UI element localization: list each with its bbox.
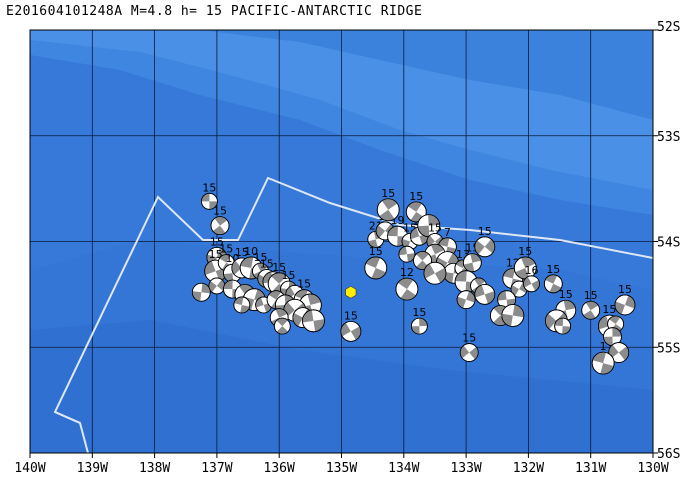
mechanism-depth-label: 15 xyxy=(209,248,223,261)
focal-mechanism[interactable]: 15 xyxy=(474,225,496,258)
x-tick-label: 140W xyxy=(14,461,45,476)
focal-mechanism[interactable] xyxy=(554,317,572,335)
x-tick-label: 133W xyxy=(450,461,481,476)
focal-mechanism[interactable] xyxy=(208,277,226,295)
focal-mechanism[interactable] xyxy=(417,214,441,238)
mechanism-depth-label: 12 xyxy=(400,266,414,279)
focal-mechanism[interactable] xyxy=(456,290,476,310)
plate-boundary-main xyxy=(53,176,653,424)
mechanism-depth-label: 16 xyxy=(525,264,539,277)
focal-mechanism[interactable] xyxy=(273,317,291,335)
x-tick-label: 139W xyxy=(77,461,108,476)
mechanism-depth-label: 15 xyxy=(297,278,311,291)
focal-mechanism[interactable]: 15 xyxy=(376,187,400,222)
x-tick-label: 137W xyxy=(201,461,232,476)
focal-mechanism[interactable] xyxy=(423,261,447,285)
x-tick-label: 131W xyxy=(575,461,606,476)
mechanism-depth-label: 15 xyxy=(428,222,442,235)
x-tick-label: 138W xyxy=(139,461,170,476)
mechanism-depth-label: 15 xyxy=(546,263,560,276)
mechanism-depth-label: 15 xyxy=(478,225,492,238)
event-marker[interactable] xyxy=(345,285,357,299)
mechanism-depth-label: 15 xyxy=(202,181,216,194)
focal-mechanism[interactable]: 15 xyxy=(459,332,479,362)
focal-mechanism[interactable] xyxy=(603,327,622,347)
map-title: E201604101248A M=4.8 h= 15 PACIFIC-ANTAR… xyxy=(6,4,423,19)
mechanism-depth-label: 15 xyxy=(272,261,286,274)
focal-mechanism[interactable]: 15 xyxy=(405,190,427,223)
y-tick-label: 54S xyxy=(657,236,680,251)
x-tick-label: 132W xyxy=(513,461,544,476)
graticule xyxy=(30,30,653,453)
focal-mechanism[interactable]: 16 xyxy=(523,264,540,293)
mechanism-depth-label: 15 xyxy=(260,258,274,271)
mechanism-depth-label: 7 xyxy=(444,226,451,239)
focal-mechanism[interactable]: 1 xyxy=(591,340,615,375)
mechanism-depth-label: 15 xyxy=(518,245,532,258)
mechanism-depth-label: 15 xyxy=(462,332,476,345)
mechanism-depth-label: 15 xyxy=(369,245,383,258)
focal-mechanism[interactable] xyxy=(302,309,325,333)
mechanism-depth-label: 15 xyxy=(219,243,233,256)
mechanism-depth-label: 15 xyxy=(409,190,423,203)
mechanism-depth-label: 15 xyxy=(559,288,573,301)
focal-mechanism[interactable] xyxy=(191,282,211,302)
focal-mechanism[interactable] xyxy=(413,251,432,270)
mechanism-depth-label: 15 xyxy=(412,306,426,319)
mechanism-depth-label: 15 xyxy=(381,187,395,200)
focal-mechanism[interactable]: 12 xyxy=(395,266,419,301)
mechanism-depth-label: 15 xyxy=(210,235,224,248)
focal-mechanism[interactable]: 15 xyxy=(410,306,428,335)
mechanism-depth-label: 15 xyxy=(584,289,598,302)
y-tick-label: 55S xyxy=(657,341,680,356)
focal-mechanism[interactable]: 15 xyxy=(543,263,563,294)
mechanism-depth-label: 1 xyxy=(600,340,607,353)
mechanism-depth-label: 15 xyxy=(235,246,249,259)
mechanism-depth-label: 15 xyxy=(282,269,296,282)
focal-mechanism[interactable] xyxy=(497,290,516,310)
focal-mechanism[interactable] xyxy=(474,283,496,305)
focal-mechanism[interactable] xyxy=(233,296,251,314)
x-tick-label: 130W xyxy=(637,461,668,476)
focal-mechanism[interactable] xyxy=(398,245,416,263)
focal-mechanism-layer: 1515151515101510151515151515152115191515… xyxy=(191,181,636,375)
x-tick-label: 134W xyxy=(388,461,419,476)
mechanism-depth-label: 10 xyxy=(244,245,258,258)
mechanism-depth-label: 15 xyxy=(344,309,358,322)
focal-mechanism[interactable]: 15 xyxy=(340,309,362,342)
y-axis-ticks: 52S 53S 54S 55S 56S xyxy=(653,20,680,462)
y-tick-label: 53S xyxy=(657,130,680,145)
mechanism-depth-label: 15 xyxy=(213,205,227,218)
mechanism-depth-label: 15 xyxy=(602,303,616,316)
focal-mechanism[interactable]: 15 xyxy=(201,181,218,210)
x-tick-label: 135W xyxy=(326,461,357,476)
focal-mechanism[interactable]: 15 xyxy=(513,245,537,280)
y-tick-label: 52S xyxy=(657,20,680,35)
mechanism-depth-label: 15 xyxy=(254,251,268,264)
x-tick-label: 136W xyxy=(264,461,295,476)
upper-trough xyxy=(200,30,653,120)
x-axis-ticks: 140W 139W 138W 137W 136W 135W 134W 133W 132W 131W… xyxy=(14,453,669,476)
focal-mechanism[interactable] xyxy=(501,304,525,327)
mechanism-depth-label: 15 xyxy=(618,283,632,296)
focal-mechanism[interactable]: 15 xyxy=(364,245,388,280)
focal-mechanism[interactable]: 15 xyxy=(581,289,601,320)
focal-mechanism[interactable]: 15 xyxy=(614,283,636,316)
y-tick-label: 56S xyxy=(657,447,680,462)
focal-mechanism[interactable]: 15 xyxy=(210,205,230,236)
